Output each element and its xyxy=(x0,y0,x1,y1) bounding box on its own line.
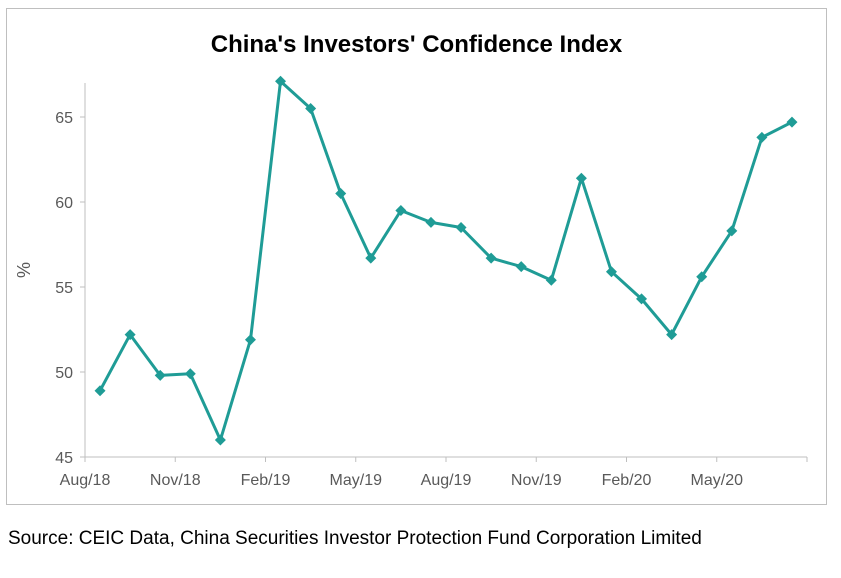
data-point-marker xyxy=(636,293,648,305)
series-line xyxy=(98,79,793,442)
source-note: Source: CEIC Data, China Securities Inve… xyxy=(8,528,702,549)
x-tick-label: Nov/19 xyxy=(511,472,562,489)
data-point-marker xyxy=(124,329,136,341)
tick-labels: 45 50 55 60 65 Aug/18 Nov/18 Feb/19 May/19 Aug/19… xyxy=(55,110,743,489)
data-point-marker xyxy=(455,222,467,233)
data-point-marker xyxy=(365,252,377,264)
y-tick-label: 65 xyxy=(55,110,73,127)
x-tick-label: Nov/18 xyxy=(150,472,201,489)
x-tick-label: Feb/20 xyxy=(602,472,652,489)
data-point-marker xyxy=(786,116,798,128)
data-point-marker xyxy=(244,334,256,346)
y-tick-label: 45 xyxy=(55,450,73,467)
x-tick-label: May/19 xyxy=(330,472,383,489)
data-point-marker xyxy=(154,369,166,381)
series-markers xyxy=(94,75,798,446)
data-point-marker xyxy=(214,434,226,446)
data-point-marker xyxy=(305,103,317,114)
y-axis-label: % xyxy=(14,262,34,278)
data-point-marker xyxy=(575,172,587,184)
axes xyxy=(80,83,808,462)
data-point-marker xyxy=(515,261,527,273)
data-point-marker xyxy=(605,266,617,278)
data-point-marker xyxy=(395,205,407,216)
y-tick-label: 60 xyxy=(55,195,73,212)
data-point-marker xyxy=(545,274,557,286)
data-point-marker xyxy=(726,225,738,237)
data-point-marker xyxy=(666,329,678,341)
chart-frame: China's Investors' Confidence Index xyxy=(6,8,827,505)
y-tick-label: 55 xyxy=(55,280,73,297)
data-point-marker xyxy=(275,75,287,87)
data-point-marker xyxy=(425,216,437,228)
x-tick-label: Feb/19 xyxy=(241,472,291,489)
x-tick-label: Aug/19 xyxy=(421,472,472,489)
data-point-marker xyxy=(94,385,106,397)
data-point-marker xyxy=(756,131,768,143)
x-tick-label: Aug/18 xyxy=(60,472,111,489)
data-point-marker xyxy=(485,252,497,264)
y-tick-label: 50 xyxy=(55,365,73,382)
data-point-marker xyxy=(335,188,347,199)
x-tick-label: May/20 xyxy=(691,472,744,489)
data-point-marker xyxy=(696,271,708,283)
chart-title: China's Investors' Confidence Index xyxy=(210,31,623,58)
data-point-marker xyxy=(184,368,196,380)
